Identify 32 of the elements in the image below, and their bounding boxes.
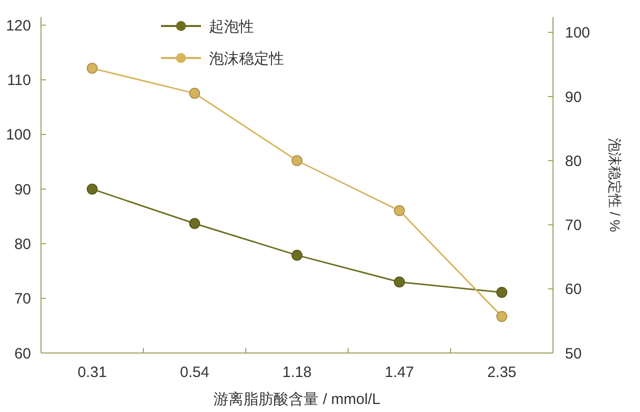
point: [189, 88, 200, 99]
point: [394, 276, 405, 288]
point: [86, 184, 98, 195]
legend-label: 起泡性: [209, 18, 254, 36]
point: [496, 286, 508, 298]
x-axis-title: 游离脂肪酸含量 / mmol/L: [214, 391, 380, 408]
x-tick-label: 1.47: [384, 364, 414, 381]
y-tick-label: 80: [14, 236, 31, 253]
y-tick-label: 70: [14, 290, 31, 308]
x-tick-label: 0.31: [78, 364, 107, 381]
y2-tick-label: 80: [565, 152, 582, 170]
point: [189, 218, 200, 230]
point: [394, 205, 405, 216]
y2-tick-label: 60: [565, 281, 582, 298]
y2-tick-label: 70: [565, 217, 582, 234]
y2-tick-label: 50: [565, 345, 582, 362]
y-tick-label: 120: [6, 17, 31, 34]
x-tick-label: 1.18: [282, 364, 312, 381]
legend-label: 泡沫稳定性: [209, 50, 284, 68]
y2-tick-label: 100: [565, 24, 590, 42]
x-tick-label: 2.35: [487, 364, 516, 381]
y2-axis-title: 泡沫稳定性 / %: [607, 138, 623, 232]
point: [292, 250, 302, 261]
y2-tick-label: 90: [565, 88, 582, 106]
point: [86, 62, 98, 74]
y-tick-label: 100: [6, 126, 31, 144]
y-tick-label: 90: [14, 181, 31, 198]
point: [496, 310, 508, 322]
y-tick-label: 110: [7, 72, 31, 90]
x-tick-label: 0.54: [180, 364, 210, 381]
y-tick-label: 60: [14, 345, 31, 362]
point: [292, 155, 302, 166]
